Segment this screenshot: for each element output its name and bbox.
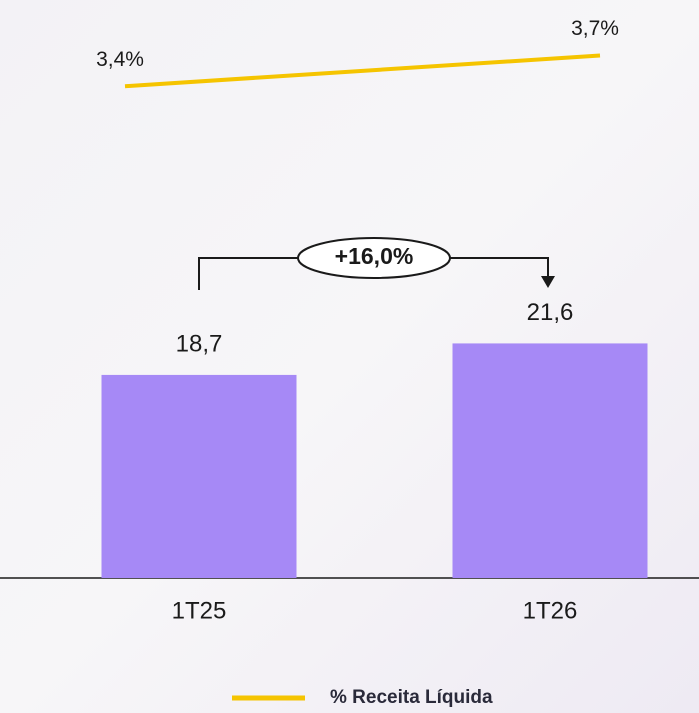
bar xyxy=(452,343,648,578)
line xyxy=(124,53,601,89)
change-label: +16,0% xyxy=(335,243,414,269)
change-badge xyxy=(297,237,451,279)
x-tick-label: 1T26 xyxy=(523,597,578,624)
x-tick-label: 1T25 xyxy=(172,597,227,624)
legend-label: % Receita Líquida xyxy=(330,687,493,708)
change-arrow xyxy=(541,276,555,288)
line-value-label: 3,7% xyxy=(571,17,619,40)
bar xyxy=(101,374,297,578)
line-value-label: 3,4% xyxy=(96,48,144,71)
bar-value-label: 18,7 xyxy=(176,330,223,357)
bar-value-label: 21,6 xyxy=(527,299,574,326)
